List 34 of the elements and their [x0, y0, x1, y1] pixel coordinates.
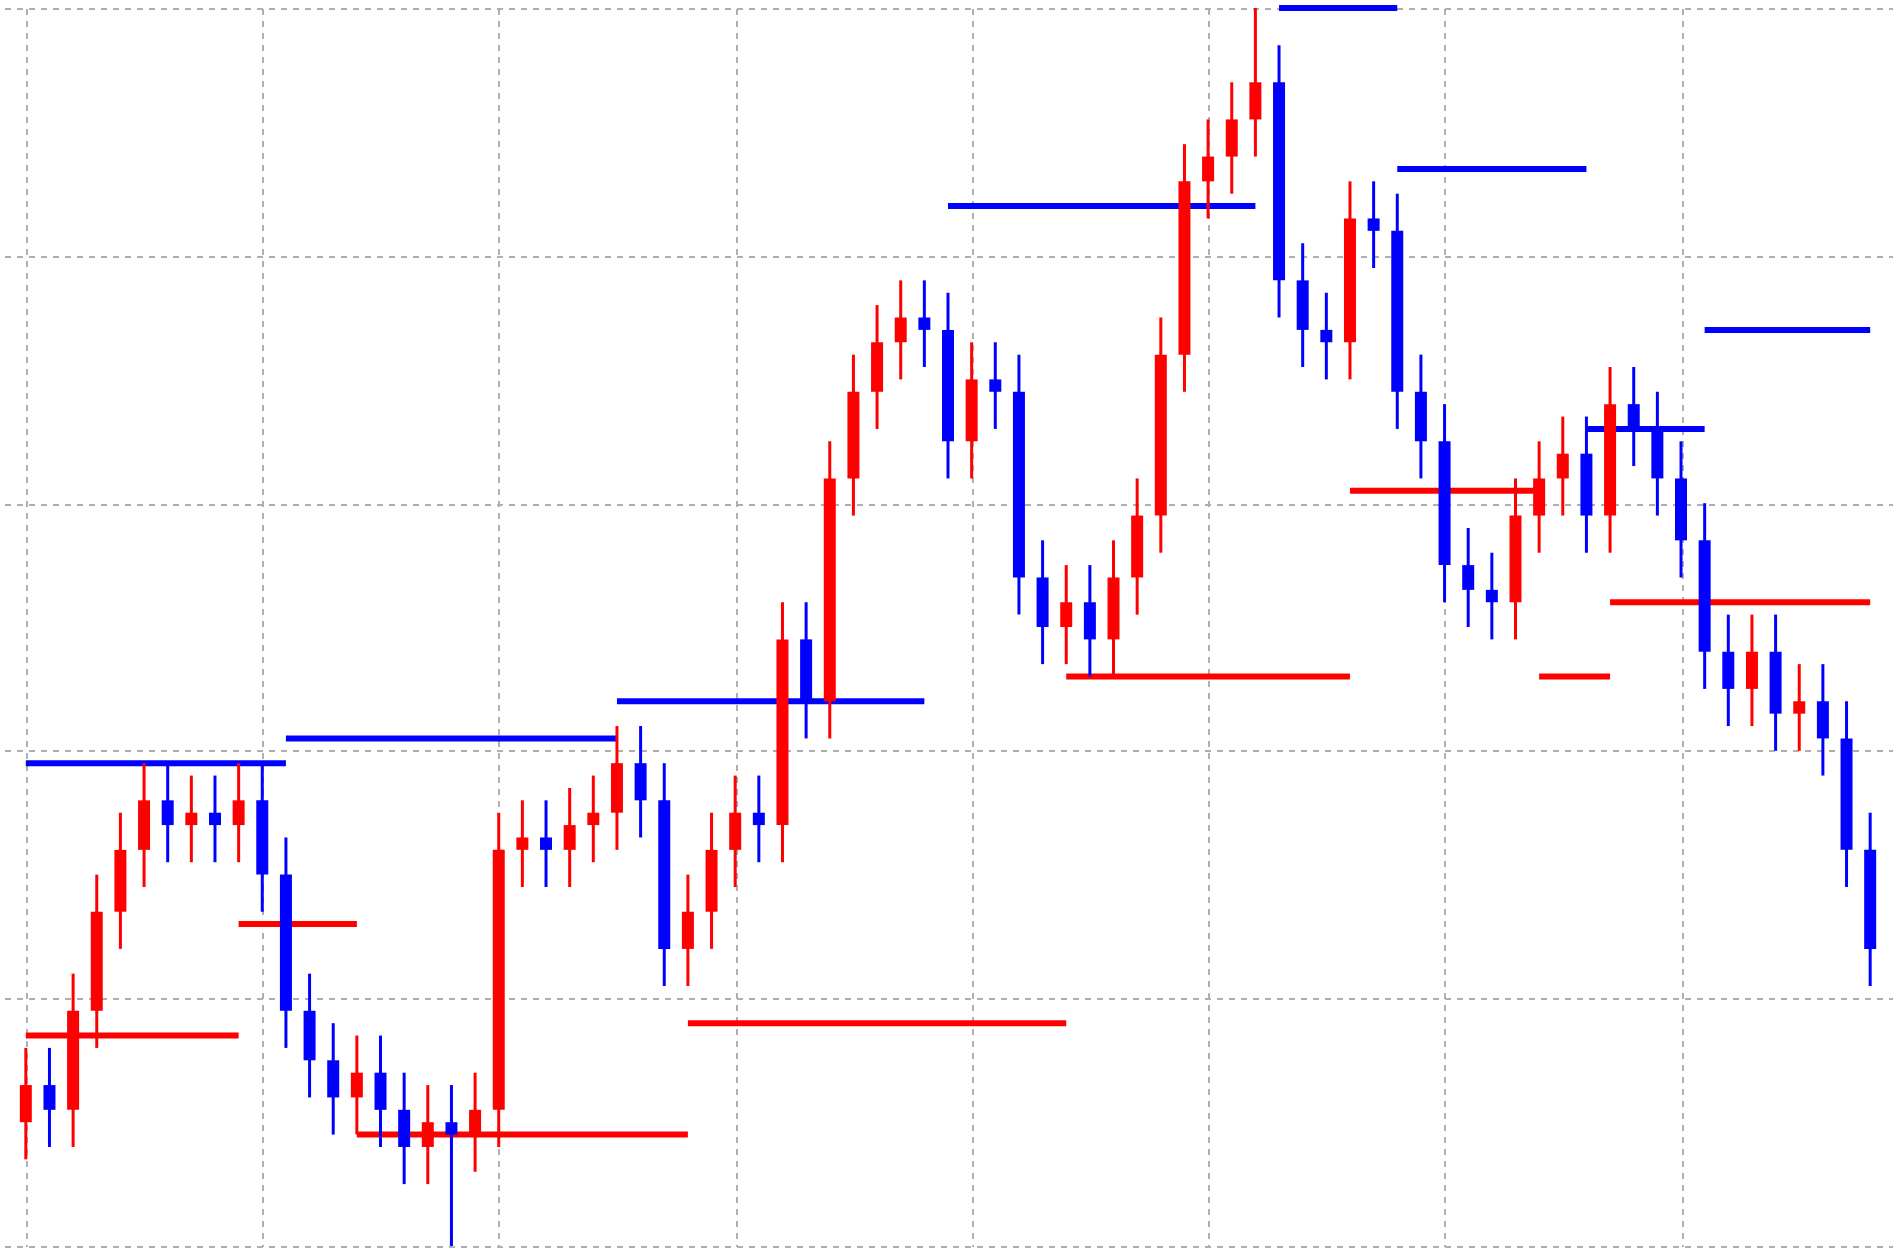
candlestick	[1485, 551, 1498, 641]
candlestick	[1367, 179, 1380, 270]
candlestick	[918, 278, 931, 369]
candlestick	[729, 774, 742, 889]
candlestick	[1225, 80, 1238, 196]
candlestick	[1320, 291, 1333, 381]
candlestick	[681, 873, 694, 988]
candlestick	[398, 1071, 411, 1186]
candlestick	[1060, 563, 1073, 666]
candlestick	[516, 798, 529, 889]
candlestick	[1816, 662, 1829, 778]
candlestick	[1745, 613, 1758, 728]
candlestick	[1722, 613, 1735, 728]
candlestick	[894, 278, 907, 381]
candlestick	[1202, 117, 1215, 220]
candlestick	[19, 1046, 32, 1161]
candlestick	[327, 1021, 340, 1137]
candlestick	[752, 774, 765, 864]
candlestick	[1462, 526, 1475, 629]
candlestick	[445, 1083, 458, 1248]
candlestick	[1793, 662, 1806, 753]
candlestick	[989, 340, 1002, 431]
candlestick	[185, 774, 198, 864]
candlestick	[43, 1046, 56, 1149]
candlestick	[540, 798, 553, 889]
candlestick	[232, 761, 245, 864]
candlestick	[587, 774, 600, 864]
candlestick	[1083, 563, 1096, 679]
candlestick	[208, 774, 221, 864]
candlestick	[374, 1034, 387, 1149]
candlestick	[634, 724, 647, 839]
candlestick	[1556, 415, 1569, 518]
candlestick	[1249, 6, 1262, 159]
candlestick	[563, 786, 576, 889]
